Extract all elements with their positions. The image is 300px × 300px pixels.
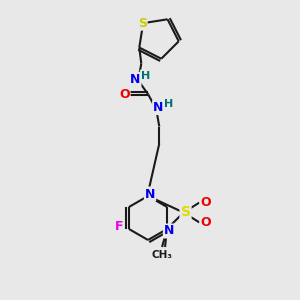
Text: H: H (164, 98, 173, 109)
Text: N: N (164, 224, 174, 238)
Text: CH₃: CH₃ (152, 250, 172, 260)
Text: O: O (119, 88, 130, 101)
Text: H: H (141, 70, 150, 80)
Text: N: N (153, 101, 164, 114)
Text: O: O (200, 216, 211, 229)
Text: S: S (181, 206, 190, 220)
Text: N: N (130, 73, 140, 86)
Text: F: F (115, 220, 123, 233)
Text: S: S (138, 17, 147, 30)
Text: N: N (145, 188, 155, 200)
Text: O: O (200, 196, 211, 209)
